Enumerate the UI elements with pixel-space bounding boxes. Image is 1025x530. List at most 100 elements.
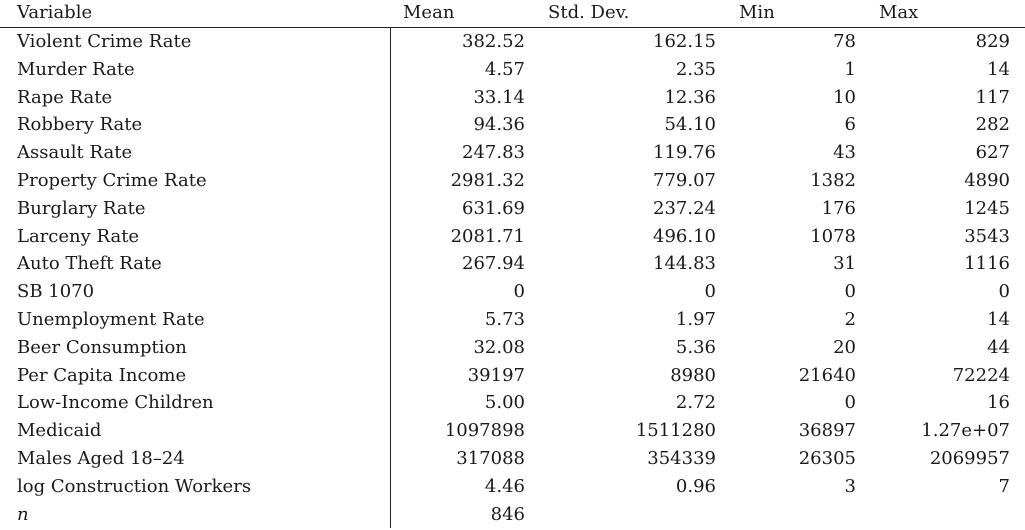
cell-std-dev: 119.76 (653, 142, 716, 164)
cell-min: 1382 (810, 169, 856, 191)
cell-mean: 33.14 (473, 86, 525, 108)
cell-variable: Robbery Rate (17, 114, 143, 136)
cell-std-dev: 0.96 (675, 475, 716, 497)
cell-max: 14 (987, 308, 1010, 330)
cell-variable: Medicaid (17, 420, 102, 442)
cell-max: 16 (987, 392, 1010, 414)
cell-variable: Auto Theft Rate (17, 253, 162, 275)
cell-min: 36897 (798, 420, 856, 442)
cell-std-dev: 12.36 (664, 86, 716, 108)
cell-variable: Assault Rate (17, 142, 133, 164)
cell-std-dev: 779.07 (653, 169, 716, 191)
table-row: Auto Theft Rate 267.94 144.83 31 1116 (0, 250, 1025, 278)
table-row-n: n 846 (0, 501, 1025, 529)
cell-max: 14 (987, 58, 1010, 80)
cell-variable: SB 1070 (17, 281, 95, 303)
cell-min: 31 (833, 253, 856, 275)
cell-mean: 267.94 (462, 253, 525, 275)
cell-mean: 1097898 (444, 420, 525, 442)
cell-mean: 5.00 (484, 392, 525, 414)
cell-max: 282 (975, 114, 1010, 136)
cell-std-dev: 162.15 (653, 31, 716, 52)
cell-min: 10 (833, 86, 856, 108)
cell-min: 43 (833, 142, 856, 164)
header-variable: Variable (17, 2, 93, 23)
cell-mean: 247.83 (462, 142, 525, 164)
table-row: Murder Rate 4.57 2.35 1 14 (0, 56, 1025, 84)
cell-variable: Per Capita Income (17, 364, 187, 386)
cell-min: 2 (844, 308, 856, 330)
cell-mean: 32.08 (473, 336, 525, 358)
cell-variable: Rape Rate (17, 86, 113, 108)
cell-std-dev: 1.97 (675, 308, 716, 330)
cell-max: 1245 (964, 197, 1010, 219)
cell-min: 26305 (798, 447, 856, 469)
cell-variable: Beer Consumption (17, 336, 187, 358)
cell-min: 176 (821, 197, 856, 219)
cell-variable: Property Crime Rate (17, 169, 207, 191)
cell-std-dev: 354339 (647, 447, 716, 469)
cell-variable: Unemployment Rate (17, 308, 205, 330)
table-row: Rape Rate 33.14 12.36 10 117 (0, 84, 1025, 112)
cell-min: 20 (833, 336, 856, 358)
cell-max: 117 (975, 86, 1010, 108)
table-body: Violent Crime Rate 382.52 162.15 78 829 … (0, 28, 1025, 528)
cell-mean: 4.57 (484, 58, 525, 80)
cell-variable-n: n (17, 503, 29, 525)
cell-max: 0 (998, 281, 1010, 303)
table-row: Property Crime Rate 2981.32 779.07 1382 … (0, 167, 1025, 195)
table-row: Per Capita Income 39197 8980 21640 72224 (0, 362, 1025, 390)
cell-std-dev: 54.10 (664, 114, 716, 136)
table-row: Larceny Rate 2081.71 496.10 1078 3543 (0, 223, 1025, 251)
table-row: Low-Income Children 5.00 2.72 0 16 (0, 389, 1025, 417)
table-row: Assault Rate 247.83 119.76 43 627 (0, 139, 1025, 167)
cell-variable: Males Aged 18–24 (17, 447, 185, 469)
cell-mean: 39197 (467, 364, 525, 386)
table-row: Robbery Rate 94.36 54.10 6 282 (0, 111, 1025, 139)
cell-max: 3543 (964, 225, 1010, 247)
cell-mean: 2081.71 (450, 225, 525, 247)
cell-mean: 317088 (456, 447, 525, 469)
header-rule (0, 27, 1025, 28)
cell-mean: 5.73 (484, 308, 525, 330)
cell-variable: Burglary Rate (17, 197, 146, 219)
cell-max: 1116 (964, 253, 1010, 275)
cell-variable: Low-Income Children (17, 392, 214, 414)
cell-min: 1 (844, 58, 856, 80)
cell-std-dev: 5.36 (675, 336, 716, 358)
cell-variable: Larceny Rate (17, 225, 140, 247)
table-row: Medicaid 1097898 1511280 36897 1.27e+07 (0, 417, 1025, 445)
cell-std-dev: 1511280 (635, 420, 716, 442)
cell-std-dev: 8980 (670, 364, 716, 386)
cell-mean: 2981.32 (450, 169, 525, 191)
cell-variable: Violent Crime Rate (17, 31, 192, 52)
cell-mean: 94.36 (473, 114, 525, 136)
cell-max: 829 (975, 31, 1010, 52)
table-row: Unemployment Rate 5.73 1.97 2 14 (0, 306, 1025, 334)
cell-min: 0 (844, 392, 856, 414)
cell-std-dev: 496.10 (653, 225, 716, 247)
cell-mean-n: 846 (490, 503, 525, 525)
cell-max: 4890 (964, 169, 1010, 191)
cell-max: 2069957 (929, 447, 1010, 469)
cell-std-dev: 237.24 (653, 197, 716, 219)
header-std-dev: Std. Dev. (548, 2, 630, 23)
cell-std-dev: 2.35 (675, 58, 716, 80)
cell-max: 72224 (952, 364, 1010, 386)
table-row: Males Aged 18–24 317088 354339 26305 206… (0, 445, 1025, 473)
cell-max: 1.27e+07 (921, 420, 1010, 442)
cell-variable: log Construction Workers (17, 475, 252, 497)
table-row: log Construction Workers 4.46 0.96 3 7 (0, 473, 1025, 501)
cell-std-dev: 0 (704, 281, 716, 303)
table-row: Burglary Rate 631.69 237.24 176 1245 (0, 195, 1025, 223)
cell-max: 627 (975, 142, 1010, 164)
cell-max: 44 (987, 336, 1010, 358)
table-row: Beer Consumption 32.08 5.36 20 44 (0, 334, 1025, 362)
cell-min: 21640 (798, 364, 856, 386)
cell-std-dev: 144.83 (653, 253, 716, 275)
cell-mean: 4.46 (484, 475, 525, 497)
cell-min: 78 (833, 31, 856, 52)
column-divider (390, 28, 391, 528)
header-min: Min (739, 2, 775, 23)
